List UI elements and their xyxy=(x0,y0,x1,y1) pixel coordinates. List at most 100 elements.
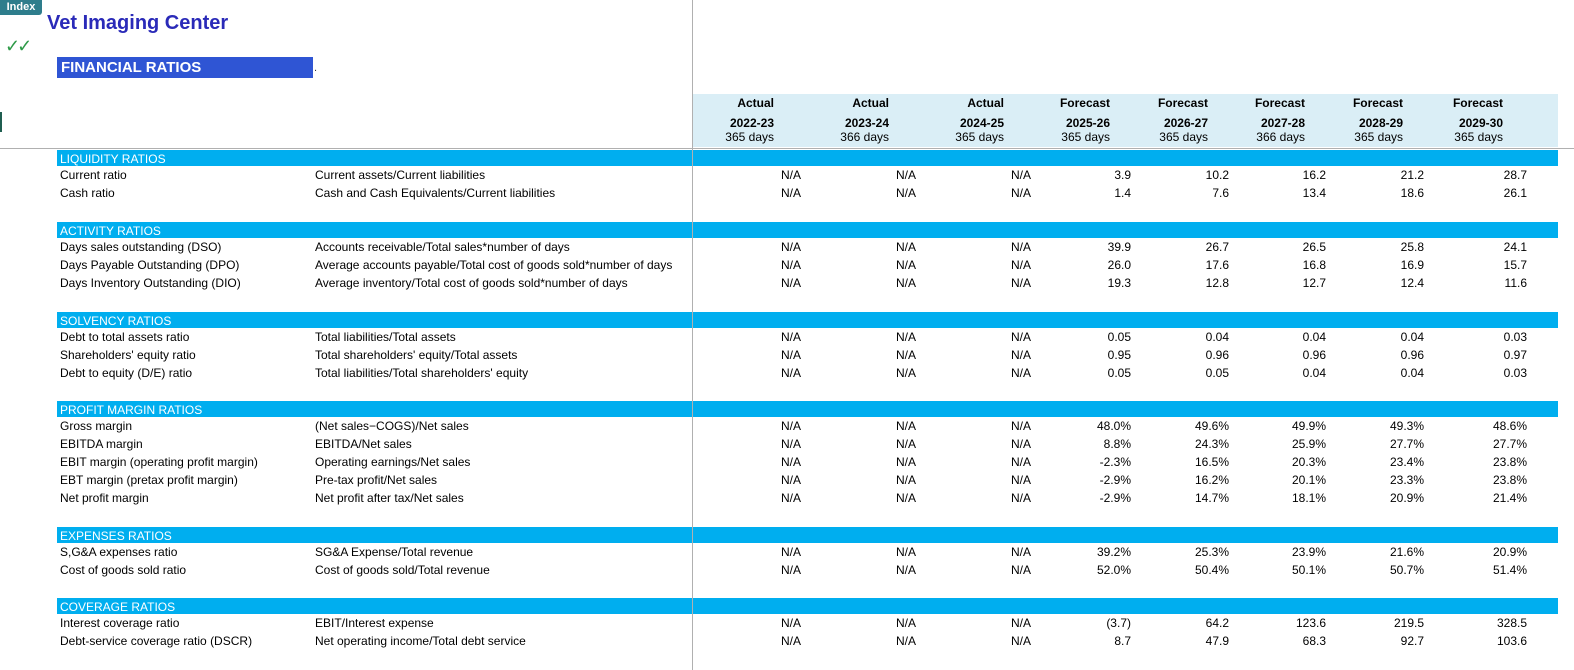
value-cell: 7.6 xyxy=(1212,186,1229,200)
value-cell: N/A xyxy=(780,186,801,200)
value-cell: 68.3 xyxy=(1302,634,1326,648)
section-label: LIQUIDITY RATIOS xyxy=(60,152,166,166)
table-row: EBIT margin (operating profit margin) Ope… xyxy=(0,454,1574,472)
value-cell: 0.03 xyxy=(1503,330,1527,344)
value-cell: 49.3% xyxy=(1389,419,1424,433)
value-cell: 0.96 xyxy=(1205,348,1229,362)
table-row: Interest coverage ratio EBIT/Interest exp… xyxy=(0,615,1574,633)
row-marker xyxy=(0,112,2,132)
ratio-name: Shareholders' equity ratio xyxy=(60,348,196,362)
value-cell: 26.5 xyxy=(1302,240,1326,254)
value-cell: N/A xyxy=(895,419,916,433)
column-year: 2028-29 xyxy=(1358,116,1403,130)
column-header: Forecast 2029-30 365 days xyxy=(1403,96,1503,144)
value-cell: N/A xyxy=(780,348,801,362)
value-cell: N/A xyxy=(895,258,916,272)
value-cell: 0.04 xyxy=(1400,330,1424,344)
table-row: Days Inventory Outstanding (DIO) Average … xyxy=(0,275,1574,293)
ratio-formula: Net profit after tax/Net sales xyxy=(315,491,464,505)
value-cell: 39.2% xyxy=(1096,545,1131,559)
value-cell: 25.3% xyxy=(1194,545,1229,559)
value-cell: N/A xyxy=(780,634,801,648)
ratio-name: S,G&A expenses ratio xyxy=(60,545,178,559)
value-cell: N/A xyxy=(895,634,916,648)
value-cell: 14.7% xyxy=(1194,491,1229,505)
column-header: Forecast 2027-28 366 days xyxy=(1205,96,1305,144)
ratio-name: Debt to total assets ratio xyxy=(60,330,190,344)
value-cell: N/A xyxy=(1010,186,1031,200)
ratio-name: Gross margin xyxy=(60,419,133,433)
dot-cell: . xyxy=(314,62,318,74)
section-band: SOLVENCY RATIOS xyxy=(57,312,1558,328)
ratio-name: Cost of goods sold ratio xyxy=(60,563,187,577)
ratio-name: EBT margin (pretax profit margin) xyxy=(60,473,238,487)
ratio-formula: Cost of goods sold/Total revenue xyxy=(315,563,490,577)
table-row: Current ratio Current assets/Current liab… xyxy=(0,167,1574,185)
value-cell: 21.6% xyxy=(1389,545,1424,559)
index-button[interactable]: Index xyxy=(0,0,42,15)
value-cell: 21.2 xyxy=(1400,168,1424,182)
value-cell: 328.5 xyxy=(1496,616,1527,630)
table-row: Cost of goods sold ratio Cost of goods so… xyxy=(0,562,1574,580)
value-cell: N/A xyxy=(1010,473,1031,487)
value-cell: N/A xyxy=(1010,455,1031,469)
ratio-formula: Average accounts payable/Total cost of g… xyxy=(315,258,673,272)
value-cell: 52.0% xyxy=(1096,563,1131,577)
section-label: SOLVENCY RATIOS xyxy=(60,314,172,328)
column-status: Actual xyxy=(737,96,774,110)
value-cell: 20.9% xyxy=(1492,545,1527,559)
value-cell: 12.8 xyxy=(1205,276,1229,290)
value-cell: 26.7 xyxy=(1205,240,1229,254)
value-cell: -2.3% xyxy=(1099,455,1131,469)
value-cell: 0.04 xyxy=(1205,330,1229,344)
value-cell: N/A xyxy=(1010,563,1031,577)
ratio-name: Days Payable Outstanding (DPO) xyxy=(60,258,240,272)
value-cell: N/A xyxy=(780,437,801,451)
column-days: 366 days xyxy=(1256,130,1305,144)
value-cell: 27.7% xyxy=(1492,437,1527,451)
value-cell: N/A xyxy=(895,366,916,380)
value-cell: 3.9 xyxy=(1114,168,1131,182)
value-cell: 26.0 xyxy=(1107,258,1131,272)
value-cell: 16.5% xyxy=(1194,455,1229,469)
value-cell: 48.6% xyxy=(1492,419,1527,433)
table-row: Debt to equity (D/E) ratio Total liabilit… xyxy=(0,365,1574,383)
value-cell: N/A xyxy=(780,491,801,505)
ratio-formula: Current assets/Current liabilities xyxy=(315,168,486,182)
column-header-band xyxy=(693,94,1558,147)
value-cell: 1.4 xyxy=(1114,186,1131,200)
value-cell: 16.8 xyxy=(1302,258,1326,272)
value-cell: 0.04 xyxy=(1302,330,1326,344)
value-cell: 0.03 xyxy=(1503,366,1527,380)
value-cell: N/A xyxy=(895,168,916,182)
table-row: EBITDA margin EBITDA/Net sales N/A N/A N/A 8.… xyxy=(0,436,1574,454)
value-cell: 20.3% xyxy=(1291,455,1326,469)
column-year: 2029-30 xyxy=(1458,116,1503,130)
value-cell: N/A xyxy=(780,240,801,254)
ratio-name: Days sales outstanding (DSO) xyxy=(60,240,222,254)
column-status: Forecast xyxy=(1254,96,1305,110)
ratio-name: Interest coverage ratio xyxy=(60,616,180,630)
value-cell: 21.4% xyxy=(1492,491,1527,505)
freeze-pane-horizontal xyxy=(0,148,1574,149)
column-days: 365 days xyxy=(1159,130,1208,144)
value-cell: 50.1% xyxy=(1291,563,1326,577)
value-cell: N/A xyxy=(780,330,801,344)
value-cell: N/A xyxy=(895,545,916,559)
ratio-formula: (Net sales−COGS)/Net sales xyxy=(315,419,469,433)
column-days: 365 days xyxy=(1454,130,1503,144)
value-cell: N/A xyxy=(1010,419,1031,433)
column-status: Actual xyxy=(852,96,889,110)
value-cell: 11.6 xyxy=(1504,276,1527,290)
column-header: Actual 2024-25 365 days xyxy=(904,96,1004,144)
column-days: 365 days xyxy=(725,130,774,144)
ratio-formula: EBITDA/Net sales xyxy=(315,437,412,451)
column-status: Forecast xyxy=(1059,96,1110,110)
company-title: Vet Imaging Center xyxy=(47,12,229,34)
page-title: FINANCIAL RATIOS xyxy=(57,57,313,78)
value-cell: 24.3% xyxy=(1194,437,1229,451)
ratio-name: EBITDA margin xyxy=(60,437,143,451)
value-cell: 50.4% xyxy=(1194,563,1229,577)
value-cell: N/A xyxy=(895,563,916,577)
table-row: Days sales outstanding (DSO) Accounts rec… xyxy=(0,239,1574,257)
